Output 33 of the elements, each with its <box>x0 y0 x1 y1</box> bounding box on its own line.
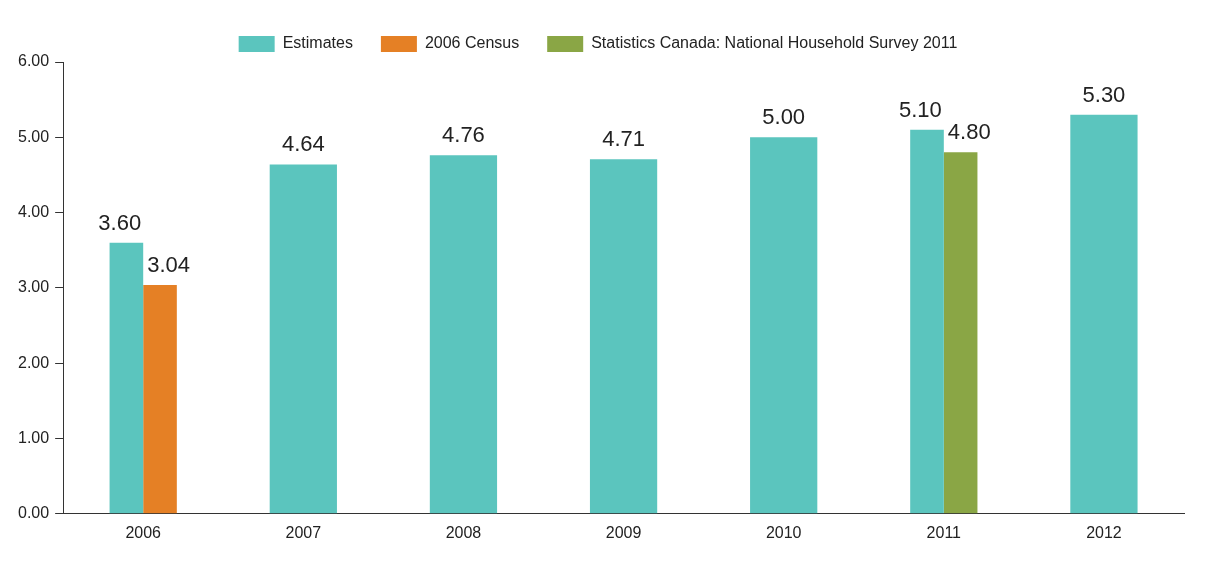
data-label: 4.76 <box>442 122 485 148</box>
data-label: 5.10 <box>898 96 942 122</box>
x-tick-label: 2007 <box>285 523 322 541</box>
data-label: 3.60 <box>98 209 142 235</box>
x-tick-label: 2011 <box>926 523 962 541</box>
bar <box>269 164 337 514</box>
data-label: 5.00 <box>762 104 806 130</box>
data-label: 4.80 <box>947 119 991 145</box>
bar <box>750 137 818 514</box>
y-tick-label: 5.00 <box>18 127 50 145</box>
bar <box>143 284 177 514</box>
y-tick-label: 1.00 <box>18 428 50 446</box>
y-tick-label: 3.00 <box>18 278 50 296</box>
y-tick-label: 2.00 <box>18 353 50 371</box>
legend-label: Statistics Canada: National Household Survey 2011 <box>591 34 958 52</box>
x-tick-label: 2008 <box>445 523 482 541</box>
y-tick-label: 0.00 <box>18 504 50 522</box>
data-label: 3.04 <box>147 251 191 277</box>
y-tick-label: 4.00 <box>18 203 50 221</box>
legend-label: Estimates <box>282 34 353 52</box>
bar <box>429 155 498 514</box>
bar <box>943 152 978 514</box>
bar <box>1070 114 1138 514</box>
data-label: 4.71 <box>602 126 645 152</box>
data-label: 5.30 <box>1082 81 1126 107</box>
data-label: 4.64 <box>281 131 325 157</box>
legend-label: 2006 Census <box>424 34 520 52</box>
bar <box>589 159 658 514</box>
x-tick-label: 2012 <box>1086 523 1122 541</box>
x-tick-label: 2009 <box>605 523 642 541</box>
x-tick-label: 2010 <box>765 523 802 541</box>
x-tick-label: 2006 <box>125 523 162 541</box>
y-tick-label: 6.00 <box>18 52 50 70</box>
